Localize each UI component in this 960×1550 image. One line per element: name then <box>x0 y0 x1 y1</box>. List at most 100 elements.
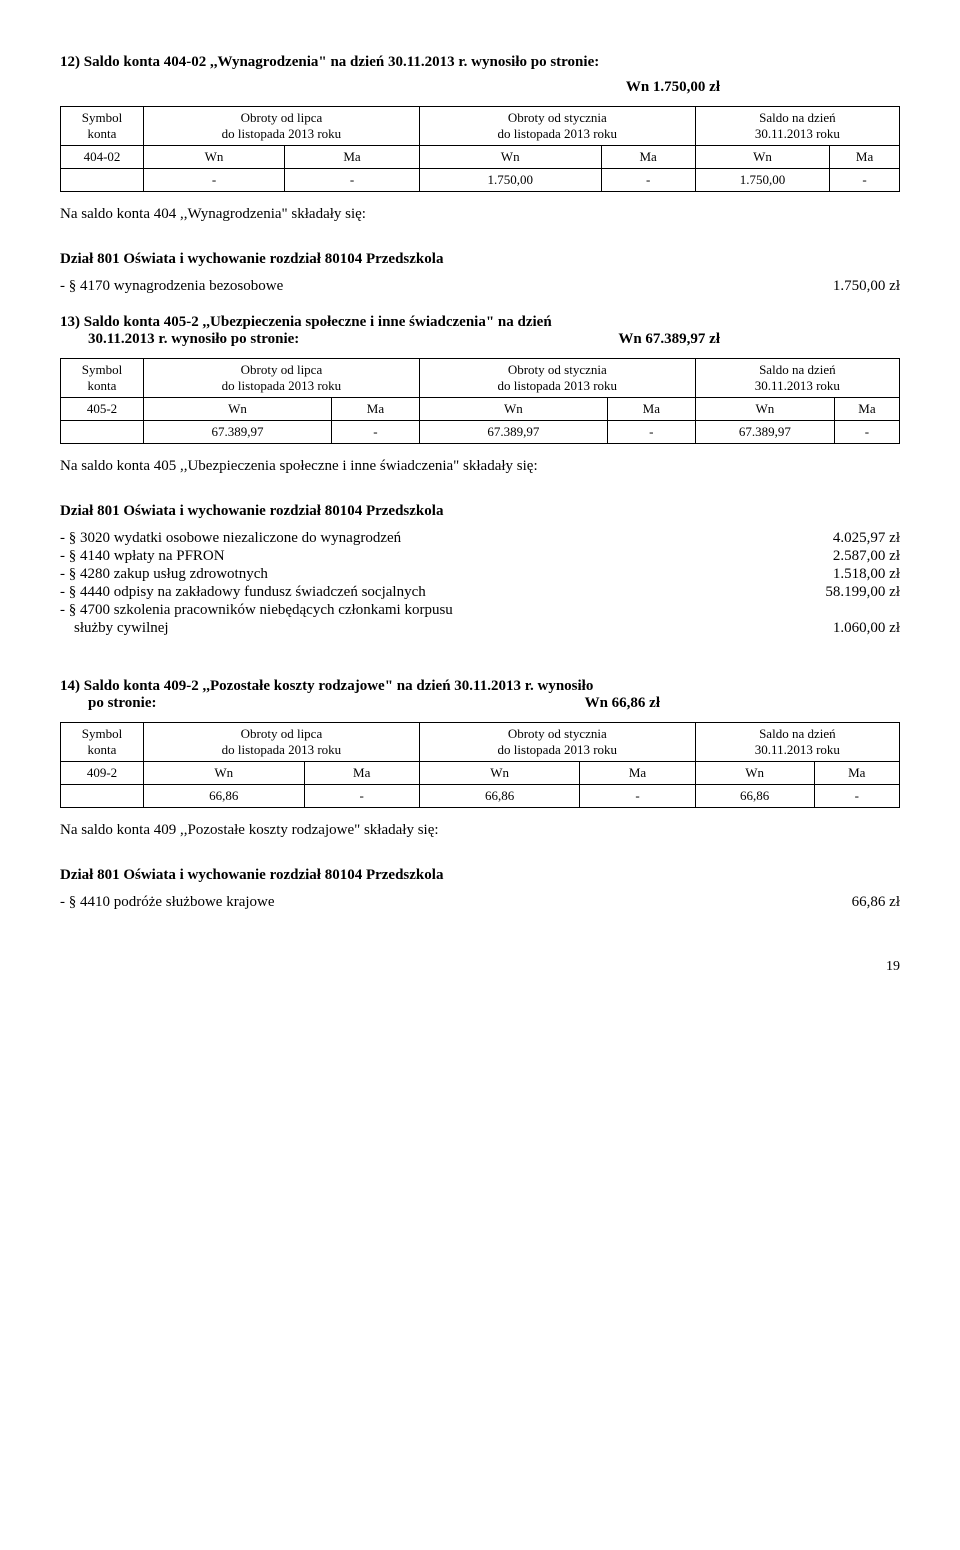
table-subheader-row: 405-2 Wn Ma Wn Ma Wn Ma <box>61 398 900 421</box>
row-code: 405-2 <box>61 398 144 421</box>
cell: - <box>830 169 900 192</box>
item-label: - § 4440 odpisy na zakładowy fundusz świ… <box>60 584 780 601</box>
row-code: 409-2 <box>61 762 144 785</box>
wn: Wn <box>144 146 285 169</box>
item-label: - § 4410 podróże służbowe krajowe <box>60 894 780 911</box>
sec13-item: - § 4280 zakup usług zdrowotnych 1.518,0… <box>60 566 900 583</box>
col-obroty-stycznia: Obroty od stycznia do listopada 2013 rok… <box>419 723 695 762</box>
sec14-heading-line1: 14) Saldo konta 409-2 ,,Pozostałe koszty… <box>60 678 900 695</box>
row-code: 404-02 <box>61 146 144 169</box>
cell: - <box>304 785 419 808</box>
sec14-note: Na saldo konta 409 ,,Pozostałe koszty ro… <box>60 822 900 839</box>
table-header-row: Symbol konta Obroty od lipca do listopad… <box>61 723 900 762</box>
cell: - <box>607 421 695 444</box>
sec14-heading-line2-left: po stronie: <box>88 695 156 712</box>
col-saldo: Saldo na dzień 30.11.2013 roku <box>695 723 899 762</box>
cell: - <box>814 785 899 808</box>
sec12-table: Symbol konta Obroty od lipca do listopad… <box>60 106 900 192</box>
sec13-heading-line2-left: 30.11.2013 r. wynosiło po stronie: <box>88 331 299 348</box>
cell: 67.389,97 <box>419 421 607 444</box>
cell-empty <box>61 785 144 808</box>
item-label: - § 4280 zakup usług zdrowotnych <box>60 566 780 583</box>
page-number: 19 <box>60 959 900 975</box>
ma: Ma <box>332 398 420 421</box>
sec14-item: - § 4410 podróże służbowe krajowe 66,86 … <box>60 894 900 911</box>
sec12-note: Na saldo konta 404 ,,Wynagrodzenia" skła… <box>60 206 900 223</box>
col-obroty-lipca: Obroty od lipca do listopada 2013 roku <box>144 359 420 398</box>
table-header-row: Symbol konta Obroty od lipca do listopad… <box>61 107 900 146</box>
cell-empty <box>61 169 144 192</box>
cell: - <box>285 169 420 192</box>
ma: Ma <box>814 762 899 785</box>
cell: 1.750,00 <box>695 169 829 192</box>
sec12-item: - § 4170 wynagrodzenia bezosobowe 1.750,… <box>60 278 900 295</box>
sec12-dzial: Dział 801 Oświata i wychowanie rozdział … <box>60 251 900 268</box>
cell: - <box>580 785 695 808</box>
sec13-item: - § 4140 wpłaty na PFRON 2.587,00 zł <box>60 548 900 565</box>
sec14-heading-line2: po stronie: Wn 66,86 zł <box>60 695 900 712</box>
ma: Ma <box>834 398 899 421</box>
wn: Wn <box>419 146 601 169</box>
item-value: 1.750,00 zł <box>780 278 900 295</box>
cell-empty <box>61 421 144 444</box>
ma: Ma <box>830 146 900 169</box>
sec13-item-multiline-2: służby cywilnej 1.060,00 zł <box>60 620 900 637</box>
item-label: - § 3020 wydatki osobowe niezaliczone do… <box>60 530 780 547</box>
cell: - <box>144 169 285 192</box>
section-12: 12) Saldo konta 404-02 ,,Wynagrodzenia" … <box>60 54 900 295</box>
cell: 66,86 <box>144 785 305 808</box>
cell: - <box>834 421 899 444</box>
col-saldo: Saldo na dzień 30.11.2013 roku <box>695 359 899 398</box>
item-label: służby cywilnej <box>60 620 780 637</box>
table-header-row: Symbol konta Obroty od lipca do listopad… <box>61 359 900 398</box>
sec13-dzial: Dział 801 Oświata i wychowanie rozdział … <box>60 503 900 520</box>
col-obroty-stycznia: Obroty od stycznia do listopada 2013 rok… <box>419 107 695 146</box>
col-obroty-lipca: Obroty od lipca do listopada 2013 roku <box>144 107 420 146</box>
ma: Ma <box>607 398 695 421</box>
sec14-heading-line2-right: Wn 66,86 zł <box>585 695 660 712</box>
item-label: - § 4140 wpłaty na PFRON <box>60 548 780 565</box>
col-symbol: Symbol konta <box>61 359 144 398</box>
ma: Ma <box>580 762 695 785</box>
section-14: 14) Saldo konta 409-2 ,,Pozostałe koszty… <box>60 678 900 911</box>
item-value: 58.199,00 zł <box>780 584 900 601</box>
sec14-dzial: Dział 801 Oświata i wychowanie rozdział … <box>60 867 900 884</box>
item-value: 2.587,00 zł <box>780 548 900 565</box>
wn: Wn <box>695 762 814 785</box>
wn: Wn <box>419 398 607 421</box>
cell: - <box>601 169 695 192</box>
sec13-item: - § 4440 odpisy na zakładowy fundusz świ… <box>60 584 900 601</box>
table-subheader-row: 404-02 Wn Ma Wn Ma Wn Ma <box>61 146 900 169</box>
sec13-table: Symbol konta Obroty od lipca do listopad… <box>60 358 900 444</box>
wn: Wn <box>695 146 829 169</box>
sec13-item-multiline-1: - § 4700 szkolenia pracowników niebędący… <box>60 602 900 619</box>
wn: Wn <box>419 762 580 785</box>
sec13-item: - § 3020 wydatki osobowe niezaliczone do… <box>60 530 900 547</box>
col-symbol: Symbol konta <box>61 107 144 146</box>
col-symbol: Symbol konta <box>61 723 144 762</box>
ma: Ma <box>304 762 419 785</box>
cell: 66,86 <box>695 785 814 808</box>
cell: 1.750,00 <box>419 169 601 192</box>
wn: Wn <box>695 398 834 421</box>
sec13-note: Na saldo konta 405 ,,Ubezpieczenia społe… <box>60 458 900 475</box>
sec13-heading-line1: 13) Saldo konta 405-2 ,,Ubezpieczenia sp… <box>60 314 900 331</box>
cell: 66,86 <box>419 785 580 808</box>
col-obroty-lipca: Obroty od lipca do listopada 2013 roku <box>144 723 420 762</box>
table-data-row: - - 1.750,00 - 1.750,00 - <box>61 169 900 192</box>
wn: Wn <box>144 398 332 421</box>
sec13-heading-line2: 30.11.2013 r. wynosiło po stronie: Wn 67… <box>60 331 900 348</box>
section-13: 13) Saldo konta 405-2 ,,Ubezpieczenia sp… <box>60 314 900 637</box>
table-data-row: 66,86 - 66,86 - 66,86 - <box>61 785 900 808</box>
ma: Ma <box>285 146 420 169</box>
wn: Wn <box>144 762 305 785</box>
cell: - <box>332 421 420 444</box>
table-subheader-row: 409-2 Wn Ma Wn Ma Wn Ma <box>61 762 900 785</box>
item-value: 4.025,97 zł <box>780 530 900 547</box>
col-obroty-stycznia: Obroty od stycznia do listopada 2013 rok… <box>419 359 695 398</box>
sec12-heading-line1: 12) Saldo konta 404-02 ,,Wynagrodzenia" … <box>60 54 900 71</box>
sec12-heading-line2: Wn 1.750,00 zł <box>60 79 900 96</box>
sec14-table: Symbol konta Obroty od lipca do listopad… <box>60 722 900 808</box>
item-value: 1.518,00 zł <box>780 566 900 583</box>
item-value: 66,86 zł <box>780 894 900 911</box>
